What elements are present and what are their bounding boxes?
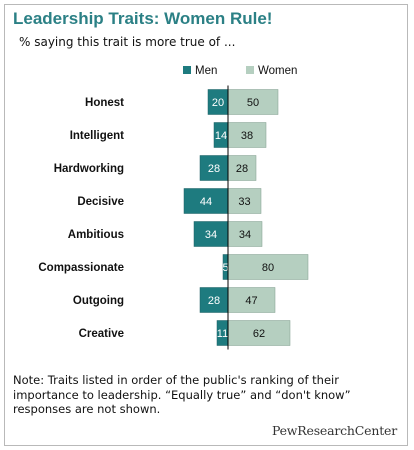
pew-logo: PewResearchCenter [271,423,397,438]
bar-women [227,188,262,214]
category-label: Hardworking [54,163,124,175]
bar-women [227,221,263,247]
chart-subtitle: % saying this trait is more true of ... [19,35,236,49]
legend-swatch-women [246,66,254,74]
category-label: Compassionate [38,262,124,274]
chart-title: Leadership Traits: Women Rule! [13,9,273,28]
bar-women [227,287,276,313]
data-label-women: 34 [239,229,251,241]
data-label-men: 11 [217,328,228,340]
bar-men [183,188,229,214]
data-label-men: 28 [208,295,220,307]
bar-women [227,155,257,181]
legend-label-men: Men [195,65,217,77]
data-label-men: 20 [212,97,224,109]
data-label-men: 44 [200,196,212,208]
chart-frame: Leadership Traits: Women Rule! % saying … [4,4,408,446]
data-label-men: 14 [215,130,227,142]
data-label-women: 62 [253,328,265,340]
bar-chart: Men Women Honest 20 50 Intelligent 14 38 Hardwor… [38,65,309,350]
category-label: Ambitious [68,229,124,241]
data-label-women: 33 [238,196,250,208]
data-label-men: 5 [222,262,228,274]
legend-swatch-men [183,66,191,74]
bar-women [227,254,309,280]
chart-note: Note: Traits listed in order of the publ… [13,373,351,416]
data-label-women: 80 [262,262,274,274]
bar-women [227,122,267,148]
data-label-women: 47 [245,295,257,307]
category-label: Outgoing [73,295,124,307]
legend-label-women: Women [258,65,297,77]
bar-women [227,89,279,115]
category-label: Honest [85,97,124,109]
data-label-men: 34 [205,229,217,241]
category-label: Intelligent [70,130,124,142]
data-label-women: 38 [241,130,253,142]
data-label-women: 50 [247,97,259,109]
category-label: Creative [79,328,124,340]
category-label: Decisive [77,196,124,208]
bar-men [199,287,229,313]
data-label-women: 28 [236,163,248,175]
data-label-men: 28 [208,163,220,175]
bar-women [227,320,291,346]
